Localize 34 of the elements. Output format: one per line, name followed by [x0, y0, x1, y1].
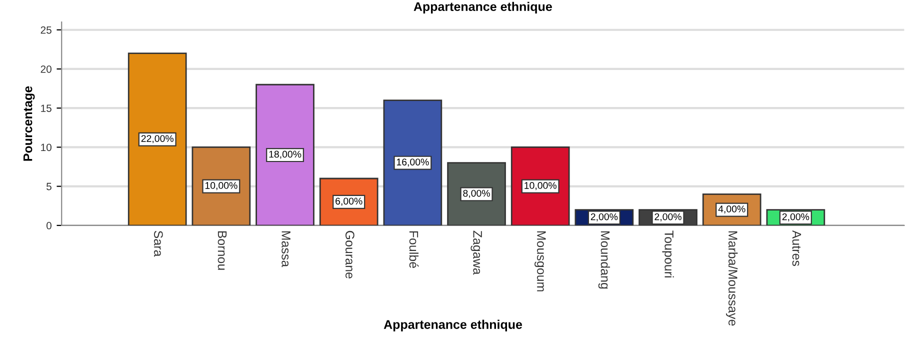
x-tick-label: Gourane: [345, 230, 354, 278]
x-tick-label: Marba/Moussaye: [726, 231, 738, 326]
data-label: 6,00%: [336, 198, 362, 206]
bar: [383, 100, 442, 226]
x-tick-label: Mousgoum: [534, 231, 546, 292]
y-axis-title: Pourcentage: [23, 86, 35, 161]
x-tick-label: Foulbé: [409, 231, 419, 268]
bar: [256, 84, 314, 226]
y-tick-label: 10: [41, 144, 52, 152]
x-tick-label: Bornou: [218, 231, 227, 270]
y-tick-label: 25: [40, 26, 52, 34]
data-label: 18,00%: [269, 150, 302, 159]
data-label: 8,00%: [463, 190, 490, 198]
data-label: 2,00%: [654, 213, 682, 222]
y-tick-label: 15: [41, 104, 52, 112]
data-label: 10,00%: [205, 182, 238, 190]
x-tick-label: Autres: [792, 230, 802, 266]
x-tick-label: Massa: [282, 231, 290, 268]
x-tick-label: Zagawa: [470, 230, 482, 275]
y-tick-label: 5: [46, 182, 52, 190]
data-label: 2,00%: [590, 213, 618, 222]
data-label: 22,00%: [141, 135, 174, 144]
data-label: 16,00%: [396, 158, 429, 167]
x-tick-label: Moundang: [598, 231, 610, 289]
data-label: 4,00%: [718, 206, 746, 214]
data-label: 2,00%: [782, 213, 810, 222]
bar: [128, 52, 187, 226]
y-tick-label: 0: [46, 222, 52, 230]
x-tick-label: Sara: [154, 230, 163, 257]
y-tick-label: 20: [40, 65, 52, 73]
x-tick-label: Toupouri: [662, 230, 674, 278]
data-label: 10,00%: [524, 182, 556, 190]
x-axis-title: Appartenance ethnique: [384, 320, 522, 332]
chart-title: Appartenance ethnique: [414, 2, 552, 14]
